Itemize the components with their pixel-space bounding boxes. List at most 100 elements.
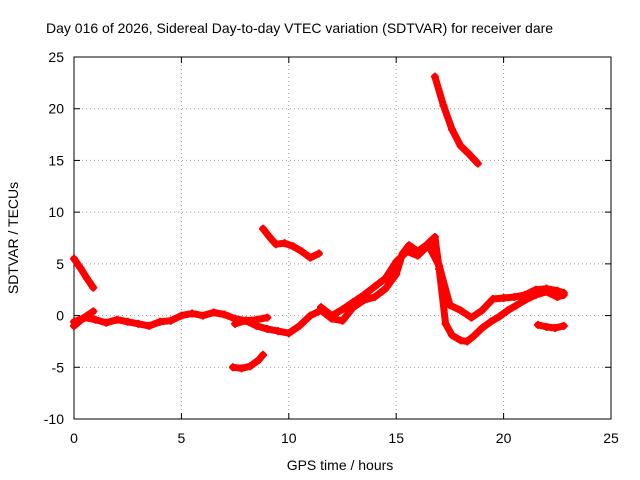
x-tick-label: 15 bbox=[388, 430, 404, 446]
data-point bbox=[123, 317, 132, 326]
data-point bbox=[231, 319, 240, 328]
data-point bbox=[521, 290, 530, 299]
data-point bbox=[435, 261, 444, 270]
x-tick-label: 20 bbox=[496, 430, 512, 446]
data-point bbox=[473, 159, 482, 168]
series-arc-7 bbox=[317, 241, 568, 322]
data-point bbox=[553, 286, 562, 295]
data-point bbox=[254, 356, 263, 365]
y-tick-label: 0 bbox=[56, 308, 64, 324]
data-point bbox=[445, 301, 454, 310]
data-point bbox=[463, 337, 472, 346]
data-point bbox=[209, 308, 218, 317]
data-point bbox=[430, 72, 439, 81]
data-point bbox=[542, 284, 551, 293]
y-tick-label: 10 bbox=[48, 204, 64, 220]
data-point bbox=[392, 257, 401, 266]
data-point bbox=[134, 319, 143, 328]
data-point bbox=[82, 274, 91, 283]
y-tick-label: 5 bbox=[56, 256, 64, 272]
data-point bbox=[488, 295, 497, 304]
data-point bbox=[317, 303, 326, 312]
data-point bbox=[381, 284, 390, 293]
axis-ticks: 0 5 10 15 20 25 -10 -5 0 5 10 15 20 25 bbox=[44, 49, 619, 446]
data-point bbox=[112, 315, 121, 324]
data-point bbox=[166, 316, 175, 325]
data-point bbox=[439, 101, 448, 110]
series-line bbox=[70, 255, 97, 292]
data-point bbox=[533, 320, 542, 329]
data-point bbox=[228, 363, 237, 372]
grid bbox=[74, 57, 611, 419]
data-point bbox=[263, 313, 272, 322]
data-point bbox=[405, 241, 414, 250]
data-point bbox=[327, 311, 336, 320]
data-point bbox=[478, 323, 487, 332]
data-point bbox=[155, 317, 164, 326]
series-line bbox=[259, 225, 323, 262]
data-point bbox=[271, 240, 280, 249]
data-point bbox=[198, 311, 207, 320]
data-point bbox=[263, 325, 272, 334]
data-point bbox=[241, 316, 250, 325]
data-point bbox=[280, 239, 289, 248]
data-point bbox=[559, 288, 568, 297]
data-point bbox=[70, 254, 78, 263]
series-arc-5 bbox=[259, 224, 323, 262]
data-point bbox=[91, 315, 100, 324]
y-tick-label: 20 bbox=[48, 101, 64, 117]
data-point bbox=[274, 327, 283, 336]
data-point bbox=[486, 317, 495, 326]
data-point bbox=[467, 313, 476, 322]
series-arc-9 bbox=[533, 320, 568, 332]
data-point bbox=[381, 274, 390, 283]
data-point bbox=[456, 141, 465, 150]
series-arc-3 bbox=[70, 307, 98, 330]
y-tick-label: -10 bbox=[44, 411, 64, 427]
data-point bbox=[306, 253, 315, 262]
data-point bbox=[76, 263, 85, 272]
data-point bbox=[188, 309, 197, 318]
data-point bbox=[469, 332, 478, 341]
series-arc-2 bbox=[70, 308, 272, 330]
y-axis-label: SDTVAR / TECUs bbox=[5, 182, 21, 294]
data-point bbox=[89, 307, 98, 316]
data-point bbox=[478, 306, 487, 315]
data-point bbox=[370, 292, 379, 301]
chart-title: Day 016 of 2026, Sidereal Day-to-day VTE… bbox=[46, 20, 553, 36]
data-point bbox=[413, 251, 422, 260]
series-arc-8 bbox=[430, 72, 482, 168]
data-point bbox=[78, 314, 87, 323]
data-point bbox=[456, 336, 465, 345]
data-point bbox=[338, 316, 347, 325]
data-point bbox=[551, 323, 560, 332]
data-point bbox=[259, 350, 268, 359]
x-tick-label: 0 bbox=[70, 430, 78, 446]
data-point bbox=[503, 306, 512, 315]
data-point bbox=[297, 247, 306, 256]
y-tick-label: 25 bbox=[48, 49, 64, 65]
data-point bbox=[237, 364, 246, 373]
data-point bbox=[495, 312, 504, 321]
data-point bbox=[392, 270, 401, 279]
data-point bbox=[424, 241, 433, 250]
series-arc-6 bbox=[231, 232, 568, 346]
data-point bbox=[314, 249, 323, 258]
data-point bbox=[349, 298, 358, 307]
plot-frame bbox=[73, 56, 612, 420]
data-point bbox=[306, 311, 315, 320]
y-tick-label: -5 bbox=[52, 359, 65, 375]
series-line bbox=[431, 73, 482, 167]
data-point bbox=[559, 321, 568, 330]
data-point bbox=[499, 293, 508, 302]
data-point bbox=[402, 247, 411, 256]
data-point bbox=[295, 321, 304, 330]
y-tick-label: 15 bbox=[48, 152, 64, 168]
x-tick-label: 5 bbox=[178, 430, 186, 446]
data-point bbox=[284, 329, 293, 338]
data-point bbox=[441, 319, 450, 328]
data-point bbox=[259, 224, 268, 233]
data-points bbox=[70, 72, 568, 373]
data-point bbox=[338, 305, 347, 314]
data-point bbox=[252, 321, 261, 330]
